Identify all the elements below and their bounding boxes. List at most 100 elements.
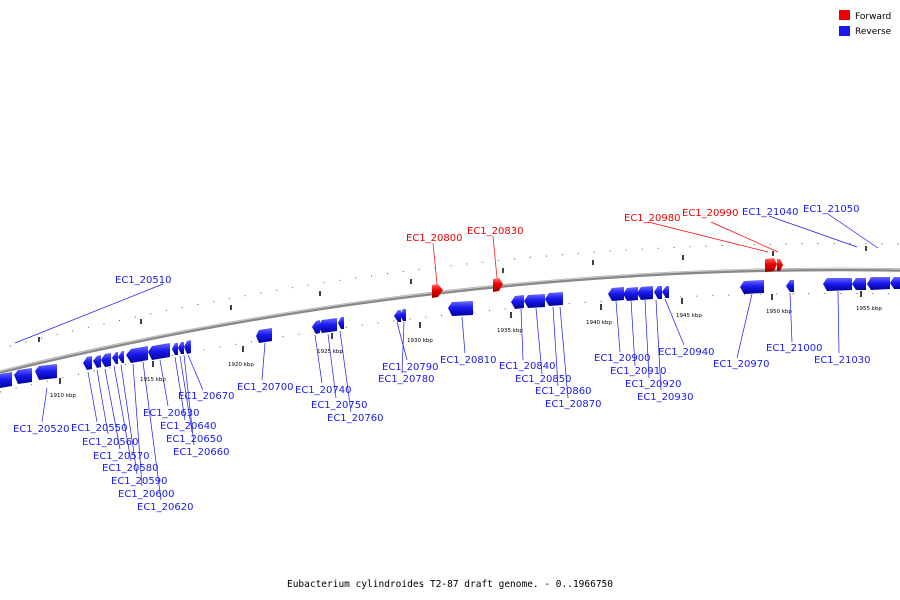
reverse-genes xyxy=(0,277,900,388)
gene-label[interactable]: EC1_20630 xyxy=(143,408,199,419)
gene-labels: EC1_20510 EC1_20520 EC1_20550 EC1_20560 … xyxy=(13,204,870,513)
gene-arrow-reverse[interactable] xyxy=(93,355,101,368)
gene-arrow-forward[interactable] xyxy=(777,259,783,271)
gene-label[interactable]: EC1_20970 xyxy=(713,359,769,370)
tick-label: 1930 kbp xyxy=(407,338,433,344)
map-caption: Eubacterium cylindroides T2-87 draft gen… xyxy=(287,579,613,590)
gene-label[interactable]: EC1_20570 xyxy=(93,451,149,462)
gene-arrow-reverse[interactable] xyxy=(148,343,170,360)
gene-arrow-reverse[interactable] xyxy=(511,295,524,309)
gene-arrow-reverse[interactable] xyxy=(184,340,191,354)
gene-arrow-reverse[interactable] xyxy=(83,356,92,370)
leader-lines-reverse xyxy=(14,213,879,501)
leader-lines-forward xyxy=(432,221,779,285)
gene-label[interactable]: EC1_20620 xyxy=(137,502,193,513)
gene-label[interactable]: EC1_20580 xyxy=(102,463,158,474)
gene-label[interactable]: EC1_20640 xyxy=(160,421,216,432)
gene-label[interactable]: EC1_20810 xyxy=(440,355,496,366)
gene-arrow-reverse[interactable] xyxy=(178,342,184,354)
gene-arrow-reverse[interactable] xyxy=(623,287,638,301)
tick-label: 1950 kbp xyxy=(766,309,792,315)
reverse-ticks xyxy=(59,291,862,384)
tick-label: 1945 kbp xyxy=(676,313,702,319)
gene-arrow-reverse[interactable] xyxy=(654,286,662,299)
gene-arrow-reverse[interactable] xyxy=(126,346,148,363)
tick-label: 1940 kbp xyxy=(586,320,612,326)
gene-label[interactable]: EC1_20750 xyxy=(311,400,367,411)
gene-label[interactable]: EC1_20790 xyxy=(382,362,438,373)
gene-label[interactable]: EC1_20900 xyxy=(594,353,650,364)
legend-swatch-forward xyxy=(839,10,850,20)
gene-label[interactable]: EC1_20980 xyxy=(624,213,680,224)
gene-arrow-reverse[interactable] xyxy=(823,278,852,291)
legend: Forward Reverse xyxy=(839,10,892,37)
legend-swatch-reverse xyxy=(839,26,850,36)
tick-label: 1955 kbp xyxy=(856,306,882,312)
gene-label[interactable]: EC1_21030 xyxy=(814,355,870,366)
gene-label[interactable]: EC1_20780 xyxy=(378,374,434,385)
gene-arrow-reverse[interactable] xyxy=(112,352,118,364)
gene-label[interactable]: EC1_21000 xyxy=(766,343,822,354)
gene-label[interactable]: EC1_20740 xyxy=(295,385,351,396)
gene-label[interactable]: EC1_20990 xyxy=(682,208,738,219)
gene-label[interactable]: EC1_20920 xyxy=(625,379,681,390)
gene-arrow-forward[interactable] xyxy=(765,258,777,272)
forward-ticks xyxy=(38,246,867,342)
gene-arrow-reverse[interactable] xyxy=(101,353,111,367)
gene-arrow-reverse[interactable] xyxy=(608,287,624,301)
gene-label[interactable]: EC1_20550 xyxy=(71,423,127,434)
legend-label-forward: Forward xyxy=(855,12,891,22)
gene-label[interactable]: EC1_20700 xyxy=(237,382,293,393)
gene-arrow-reverse[interactable] xyxy=(524,294,545,308)
gene-arrow-reverse[interactable] xyxy=(318,318,337,333)
gene-label[interactable]: EC1_20520 xyxy=(13,424,69,435)
gene-label[interactable]: EC1_20670 xyxy=(178,391,234,402)
gene-arrow-reverse[interactable] xyxy=(338,317,344,329)
gene-arrow-reverse[interactable] xyxy=(740,280,764,294)
gene-arrow-reverse[interactable] xyxy=(448,301,473,316)
gene-arrow-reverse[interactable] xyxy=(35,364,57,380)
tick-label: 1920 kbp xyxy=(228,362,254,368)
gene-label[interactable]: EC1_20660 xyxy=(173,447,229,458)
gene-arrow-reverse[interactable] xyxy=(394,310,401,322)
gene-arrow-reverse[interactable] xyxy=(867,277,890,290)
gene-arrow-reverse[interactable] xyxy=(637,286,653,300)
gene-label[interactable]: EC1_20650 xyxy=(166,434,222,445)
gene-arrow-reverse[interactable] xyxy=(786,280,794,292)
gene-label[interactable]: EC1_20560 xyxy=(82,437,138,448)
gene-label[interactable]: EC1_20800 xyxy=(406,233,462,244)
gene-label[interactable]: EC1_20860 xyxy=(535,386,591,397)
gene-arrow-reverse[interactable] xyxy=(545,292,563,306)
gene-label[interactable]: EC1_20940 xyxy=(658,347,714,358)
gene-arrow-forward[interactable] xyxy=(432,284,443,298)
tick-label: 1915 kbp xyxy=(140,377,166,383)
gene-arrow-reverse[interactable] xyxy=(890,277,900,289)
gene-arrow-reverse[interactable] xyxy=(662,286,669,298)
gene-label[interactable]: EC1_20510 xyxy=(115,275,171,286)
gene-label[interactable]: EC1_21050 xyxy=(803,204,859,215)
gene-label[interactable]: EC1_20850 xyxy=(515,374,571,385)
gene-arrow-forward[interactable] xyxy=(493,278,503,292)
gene-label[interactable]: EC1_21040 xyxy=(742,207,798,218)
forward-genes xyxy=(432,258,783,298)
gene-arrow-reverse[interactable] xyxy=(256,328,272,343)
gene-label[interactable]: EC1_20590 xyxy=(111,476,167,487)
gene-label[interactable]: EC1_20840 xyxy=(499,361,555,372)
gene-arrow-reverse[interactable] xyxy=(0,372,12,388)
gene-arrow-reverse[interactable] xyxy=(312,320,320,334)
gene-label[interactable]: EC1_20760 xyxy=(327,413,383,424)
gene-label[interactable]: EC1_20930 xyxy=(637,392,693,403)
gene-label[interactable]: EC1_20910 xyxy=(610,366,666,377)
gene-label[interactable]: EC1_20830 xyxy=(467,226,523,237)
gene-arrow-reverse[interactable] xyxy=(172,343,178,355)
gene-label[interactable]: EC1_20870 xyxy=(545,399,601,410)
gene-arrow-reverse[interactable] xyxy=(14,368,32,384)
tick-label: 1935 kbp xyxy=(497,328,523,334)
gene-label[interactable]: EC1_20600 xyxy=(118,489,174,500)
gene-arrow-reverse[interactable] xyxy=(118,351,124,363)
gene-arrow-reverse[interactable] xyxy=(852,278,866,290)
gene-arrow-reverse[interactable] xyxy=(400,309,406,321)
legend-label-reverse: Reverse xyxy=(855,27,892,37)
